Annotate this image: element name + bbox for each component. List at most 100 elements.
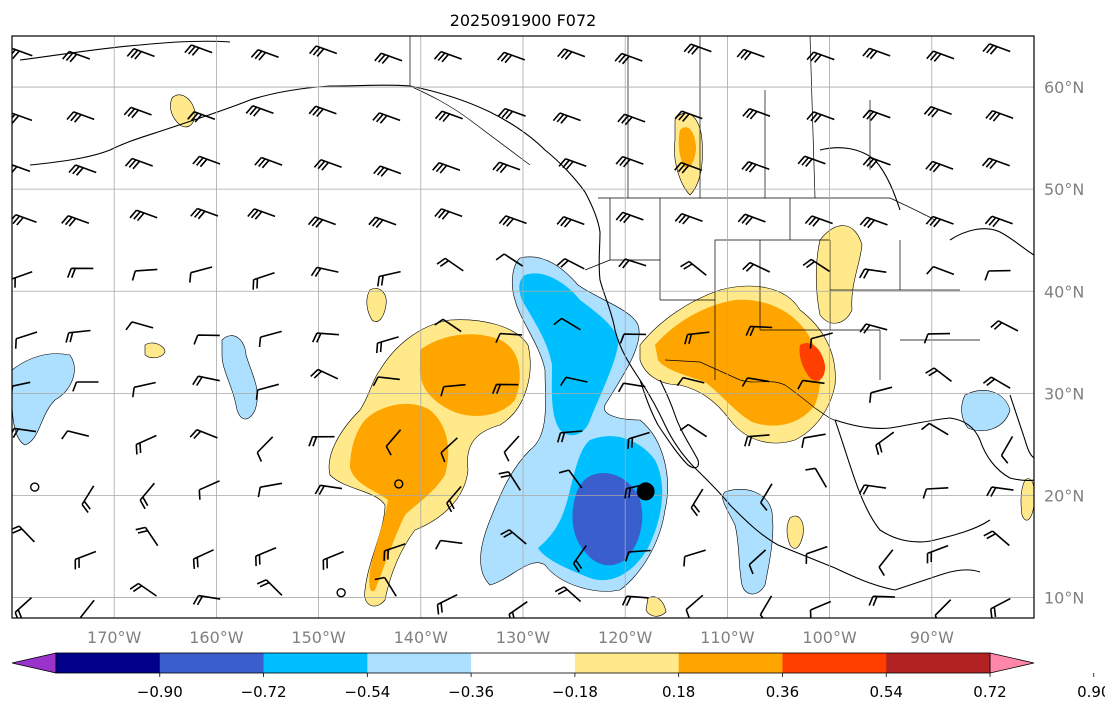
colorbar-segment bbox=[367, 653, 472, 673]
wind-barb-stroke bbox=[308, 435, 335, 447]
wind-barb bbox=[625, 549, 651, 562]
wind-barb bbox=[495, 253, 524, 267]
wind-barb-stroke bbox=[129, 582, 157, 597]
colorbar-segment bbox=[263, 653, 368, 673]
wind-barb-stroke bbox=[552, 112, 581, 124]
wind-barb-stroke bbox=[498, 471, 521, 491]
wind-barb bbox=[258, 330, 282, 348]
wind-barb bbox=[558, 469, 583, 489]
lat-tick-label: 20°N bbox=[1044, 486, 1084, 505]
wind-barb bbox=[736, 48, 765, 61]
wind-barb bbox=[878, 549, 894, 577]
wind-barb bbox=[615, 211, 644, 224]
wind-barb-stroke bbox=[308, 45, 338, 57]
wind-barb-stroke bbox=[434, 110, 463, 123]
wind-barb-stroke bbox=[66, 267, 94, 278]
wind-barb-stroke bbox=[79, 599, 95, 618]
wind-barb-stroke bbox=[797, 155, 826, 168]
wind-barb bbox=[981, 157, 1010, 170]
wind-barb bbox=[245, 105, 274, 117]
wind-barb bbox=[255, 546, 277, 567]
wind-barb bbox=[684, 331, 710, 345]
wind-barb-stroke bbox=[859, 323, 888, 334]
wind-barb-stroke bbox=[497, 107, 526, 120]
wind-barb bbox=[373, 165, 402, 177]
colorbar-tick-label: −0.36 bbox=[448, 683, 494, 701]
wind-barb bbox=[433, 50, 462, 63]
wind-barb bbox=[618, 258, 647, 269]
positive-anomaly-canada-orange bbox=[678, 127, 696, 168]
anomaly-fill-layer bbox=[12, 36, 1034, 617]
wind-barb-stroke bbox=[12, 47, 33, 60]
wind-barb-stroke bbox=[192, 594, 221, 606]
wind-barb-stroke bbox=[373, 165, 402, 177]
wind-barb-stroke bbox=[858, 484, 887, 495]
wind-barb bbox=[554, 586, 582, 603]
wind-barb bbox=[926, 50, 955, 62]
location-marker bbox=[636, 482, 655, 501]
wind-barb bbox=[674, 161, 703, 174]
wind-barb bbox=[802, 258, 831, 273]
wind-barb bbox=[741, 161, 770, 173]
wind-barb-stroke bbox=[68, 164, 97, 176]
wind-barb-stroke bbox=[674, 161, 703, 174]
wind-barb bbox=[617, 382, 646, 393]
wind-barb bbox=[875, 431, 895, 456]
colorbar-tick-label: −0.18 bbox=[552, 683, 598, 701]
wind-barb bbox=[198, 480, 220, 500]
wind-barb bbox=[923, 332, 951, 344]
lat-tick-label: 10°N bbox=[1044, 589, 1084, 608]
wind-barb-stroke bbox=[921, 422, 949, 436]
wind-barb bbox=[440, 437, 458, 463]
wind-barb bbox=[990, 597, 1011, 618]
wind-barb-stroke bbox=[984, 215, 1013, 228]
wind-barb bbox=[556, 216, 585, 228]
wind-barb bbox=[674, 212, 703, 225]
wind-barb bbox=[383, 543, 406, 561]
wind-barb-stroke bbox=[925, 367, 952, 383]
wind-barb bbox=[81, 485, 95, 513]
wind-barb-stroke bbox=[558, 469, 583, 489]
alaska-canada-border bbox=[409, 36, 531, 166]
wind-barb bbox=[801, 433, 826, 448]
wind-barb bbox=[552, 112, 581, 124]
wind-barb-stroke bbox=[308, 105, 337, 118]
wind-barb bbox=[66, 111, 95, 123]
wind-barb bbox=[498, 471, 521, 491]
wind-barb-stroke bbox=[433, 50, 462, 63]
wind-barb-stroke bbox=[556, 430, 583, 443]
wind-barb bbox=[804, 215, 833, 227]
wind-barb-stroke bbox=[192, 549, 214, 569]
alaska-north-coast bbox=[19, 40, 231, 61]
wind-barb bbox=[12, 47, 33, 60]
wind-barb bbox=[126, 48, 155, 60]
wind-barb bbox=[192, 549, 214, 569]
positive-anomaly-plains bbox=[815, 225, 863, 324]
wind-barb-stroke bbox=[250, 49, 279, 61]
colorbar-tick-label: 0.54 bbox=[870, 683, 903, 701]
colorbar-tick-label: 0.72 bbox=[973, 683, 1006, 701]
wind-barb bbox=[496, 51, 526, 64]
wind-barb-stroke bbox=[72, 381, 99, 392]
wind-barb bbox=[12, 427, 37, 439]
wind-barb bbox=[250, 49, 279, 61]
wind-barb-stroke bbox=[736, 48, 765, 61]
wind-barb bbox=[322, 550, 344, 570]
wind-barb-stroke bbox=[990, 597, 1011, 618]
wind-barb-stroke bbox=[868, 595, 896, 607]
wind-barb-stroke bbox=[135, 434, 157, 455]
wind-barb bbox=[376, 336, 399, 354]
wind-barb-stroke bbox=[809, 332, 833, 349]
lat-tick-label: 50°N bbox=[1044, 180, 1084, 199]
wind-barb-stroke bbox=[383, 543, 406, 561]
wind-barb-stroke bbox=[498, 215, 527, 227]
wind-barb-stroke bbox=[503, 435, 520, 462]
wind-barb bbox=[923, 105, 952, 118]
wind-barb-stroke bbox=[759, 595, 773, 618]
wind-barb-stroke bbox=[129, 209, 158, 222]
wind-barb bbox=[759, 595, 773, 618]
negative-anomaly-mid bbox=[519, 273, 619, 436]
wind-barb bbox=[131, 268, 158, 281]
wind-barb bbox=[690, 488, 704, 517]
wind-barb bbox=[741, 377, 770, 387]
